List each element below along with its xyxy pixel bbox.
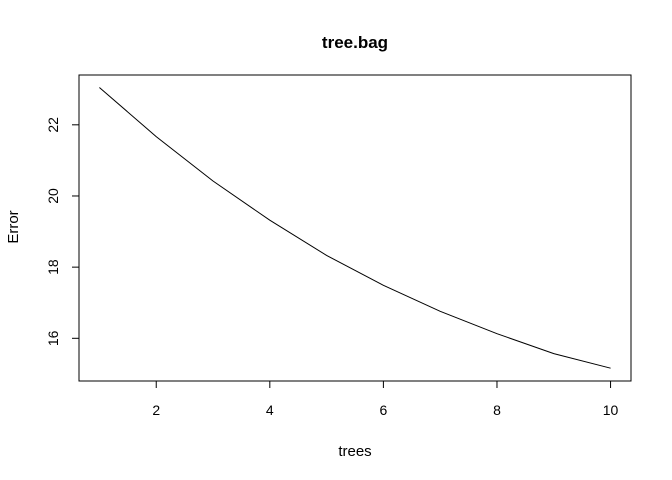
y-axis: 16 18 20 22	[45, 117, 80, 346]
x-tick-label: 4	[266, 402, 274, 418]
x-tick-label: 8	[493, 402, 501, 418]
y-tick-label: 16	[45, 330, 61, 346]
y-tick-label: 22	[45, 117, 61, 133]
x-axis: 2 4 6 8 10	[152, 380, 619, 418]
x-tick-label: 2	[152, 402, 160, 418]
x-axis-label: trees	[338, 443, 371, 460]
chart-title: tree.bag	[322, 33, 388, 52]
y-axis-label: Error	[5, 210, 22, 243]
y-tick-label: 20	[45, 188, 61, 204]
x-tick-label: 6	[379, 402, 387, 418]
series-line	[99, 87, 611, 369]
x-tick-label: 10	[603, 402, 619, 418]
y-tick-label: 18	[45, 259, 61, 275]
series-layer	[99, 87, 611, 369]
